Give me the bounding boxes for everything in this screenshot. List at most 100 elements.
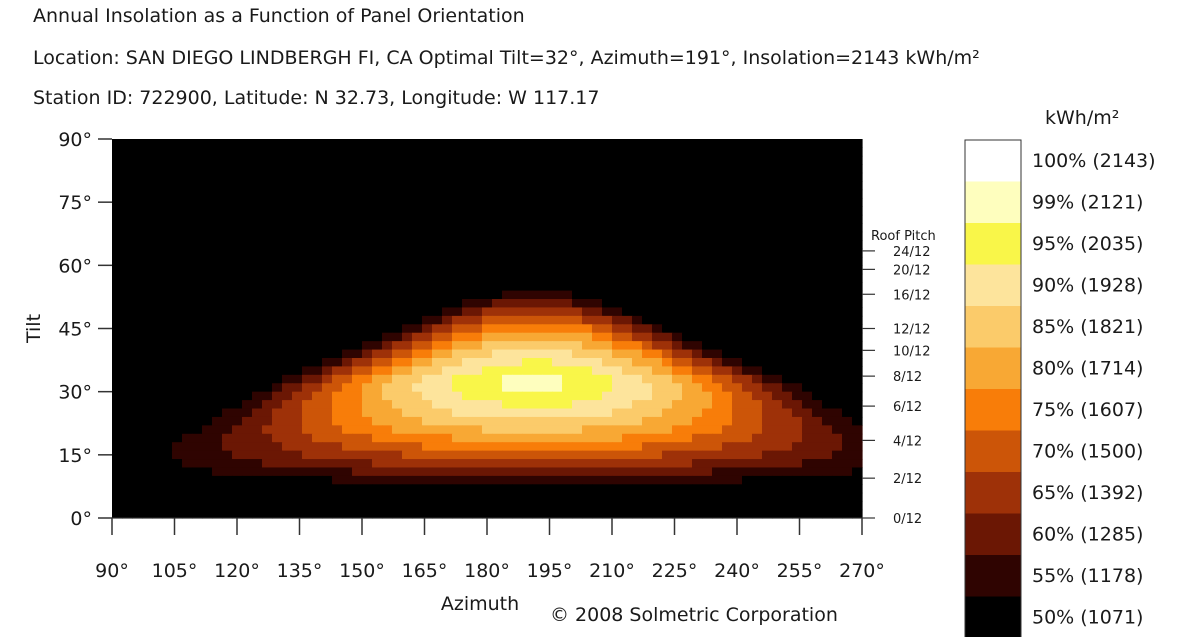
heatmap-cell: [242, 467, 253, 477]
heatmap-cell: [172, 139, 183, 149]
heatmap-cell: [682, 315, 693, 325]
heatmap-cell: [272, 450, 283, 460]
heatmap-cell: [382, 223, 393, 233]
heatmap-cell: [252, 181, 263, 191]
heatmap-cell: [562, 416, 573, 426]
heatmap-cell: [542, 197, 553, 207]
heatmap-cell: [132, 492, 143, 502]
heatmap-cell: [112, 501, 123, 511]
heatmap-cell: [692, 459, 703, 469]
heatmap-cell: [422, 206, 433, 216]
heatmap-cell: [692, 256, 703, 266]
heatmap-cell: [472, 155, 483, 165]
heatmap-cell: [612, 307, 623, 317]
heatmap-cell: [532, 450, 543, 460]
heatmap-cell: [722, 391, 733, 401]
heatmap-cell: [332, 189, 343, 199]
heatmap-cell: [692, 265, 703, 275]
heatmap-cell: [792, 433, 803, 443]
heatmap-cell: [352, 290, 363, 300]
heatmap-cell: [692, 366, 703, 376]
heatmap-cell: [792, 383, 803, 393]
heatmap-cell: [402, 265, 413, 275]
heatmap-cell: [322, 265, 333, 275]
heatmap-cell: [252, 459, 263, 469]
heatmap-cell: [292, 442, 303, 452]
heatmap-cell: [282, 475, 293, 485]
heatmap-cell: [362, 139, 373, 149]
heatmap-cell: [752, 459, 763, 469]
heatmap-cell: [462, 391, 473, 401]
heatmap-cell: [302, 416, 313, 426]
heatmap-cell: [542, 383, 553, 393]
heatmap-cell: [192, 475, 203, 485]
heatmap-cell: [222, 299, 233, 309]
heatmap-cell: [262, 425, 273, 435]
heatmap-cell: [142, 400, 153, 410]
heatmap-cell: [192, 400, 203, 410]
heatmap-cell: [752, 349, 763, 359]
heatmap-cell: [472, 459, 483, 469]
heatmap-cell: [592, 492, 603, 502]
heatmap-cell: [152, 383, 163, 393]
heatmap-cell: [372, 509, 383, 519]
heatmap-cell: [262, 273, 273, 283]
heatmap-cell: [332, 467, 343, 477]
heatmap-cell: [132, 324, 143, 334]
heatmap-cell: [782, 256, 793, 266]
heatmap-cell: [752, 248, 763, 258]
heatmap-cell: [372, 408, 383, 418]
heatmap-cell: [592, 416, 603, 426]
heatmap-cell: [742, 433, 753, 443]
chart-title: Annual Insolation as a Function of Panel…: [33, 5, 525, 27]
heatmap-cell: [352, 391, 363, 401]
heatmap-cell: [162, 139, 173, 149]
heatmap-cell: [812, 273, 823, 283]
heatmap-cell: [402, 290, 413, 300]
heatmap-cell: [802, 400, 813, 410]
heatmap-cell: [522, 214, 533, 224]
heatmap-cell: [312, 290, 323, 300]
heatmap-cell: [482, 383, 493, 393]
heatmap-cell: [682, 147, 693, 157]
heatmap-cell: [312, 248, 323, 258]
heatmap-cell: [132, 366, 143, 376]
heatmap-cell: [322, 366, 333, 376]
heatmap-cell: [552, 248, 563, 258]
heatmap-cell: [362, 433, 373, 443]
heatmap-cell: [792, 181, 803, 191]
heatmap-cell: [852, 256, 863, 266]
heatmap-cell: [352, 282, 363, 292]
heatmap-cell: [222, 349, 233, 359]
heatmap-cell: [522, 400, 533, 410]
heatmap-cell: [232, 223, 243, 233]
heatmap-cell: [342, 240, 353, 250]
heatmap-cell: [662, 425, 673, 435]
heatmap-cell: [752, 324, 763, 334]
heatmap-cell: [502, 273, 513, 283]
heatmap-cell: [682, 248, 693, 258]
heatmap-cell: [282, 366, 293, 376]
heatmap-cell: [822, 189, 833, 199]
heatmap-cell: [642, 256, 653, 266]
heatmap-cell: [372, 366, 383, 376]
heatmap-cell: [212, 366, 223, 376]
heatmap-cell: [792, 214, 803, 224]
heatmap-cell: [832, 341, 843, 351]
heatmap-cell: [362, 408, 373, 418]
heatmap-cell: [442, 349, 453, 359]
heatmap-cell: [562, 223, 573, 233]
heatmap-cell: [672, 467, 683, 477]
heatmap-cell: [442, 265, 453, 275]
heatmap-cell: [702, 366, 713, 376]
heatmap-cell: [392, 459, 403, 469]
heatmap-cell: [482, 147, 493, 157]
heatmap-cell: [172, 492, 183, 502]
heatmap-cell: [632, 164, 643, 174]
heatmap-cell: [382, 341, 393, 351]
heatmap-cell: [162, 324, 173, 334]
heatmap-cell: [212, 374, 223, 384]
heatmap-cell: [262, 240, 273, 250]
heatmap-cell: [382, 467, 393, 477]
heatmap-cell: [192, 181, 203, 191]
